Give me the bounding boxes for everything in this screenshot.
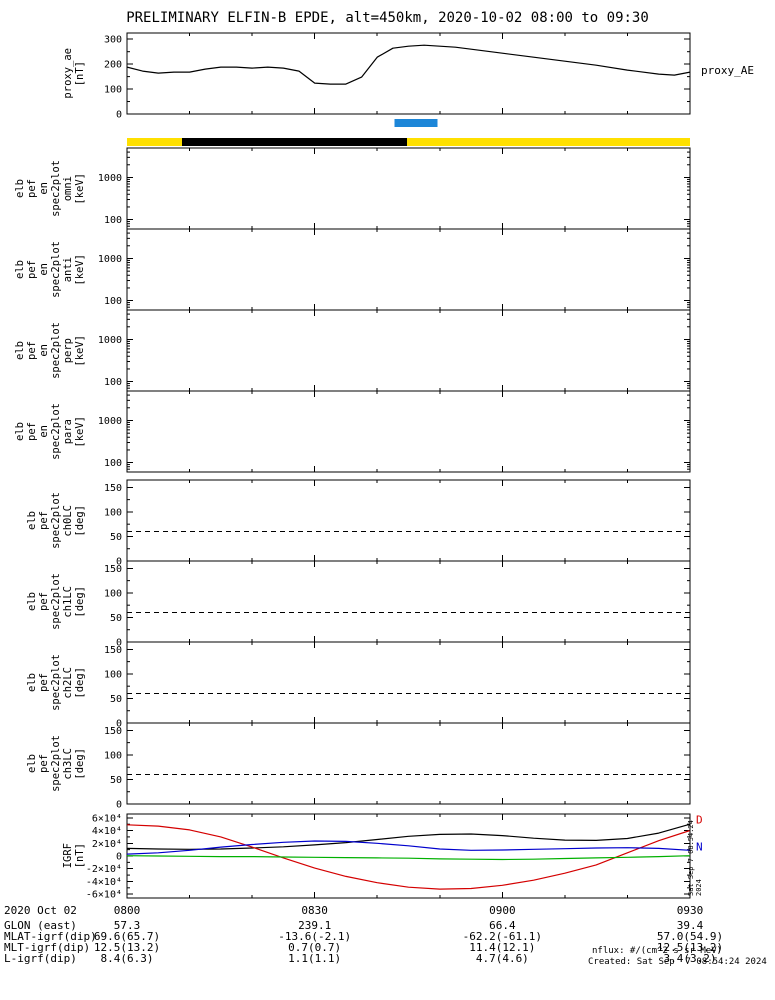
series-label-D: D [696, 814, 703, 827]
y-tick-label: 100 [104, 507, 122, 518]
y-tick-label: 6×10⁴ [92, 813, 122, 824]
y-tick-label: 100 [104, 377, 122, 388]
y-tick-label: 100 [104, 215, 122, 226]
y-tick-label: 2×10⁴ [92, 839, 122, 850]
panel-frame [126, 228, 691, 311]
panel-frame [126, 390, 691, 473]
y-tick-label: 50 [110, 613, 122, 624]
panel-frame [126, 32, 691, 115]
fast_bar-segment [394, 119, 438, 127]
orbit_bar-segment [182, 138, 408, 146]
y-tick-label: 150 [104, 483, 122, 494]
series-D [126, 824, 691, 890]
series-N [126, 840, 691, 855]
y-tick-label: 150 [104, 645, 122, 656]
panel-lc_ch3: 0 50 100 150 [104, 722, 691, 811]
panel-orbit_bar [127, 138, 690, 146]
panel-lc_ch1: 0 50 100 150 [104, 560, 691, 649]
y-tick-label: 200 [104, 60, 122, 71]
y-tick-label: 1000 [98, 416, 122, 427]
y-tick-label: 100 [104, 458, 122, 469]
y-tick-label: -2×10⁴ [86, 864, 122, 875]
y-tick-label: 50 [110, 532, 122, 543]
y-tick-label: 300 [104, 35, 122, 46]
panel-spec_perp: 100 1000 [98, 309, 691, 392]
y-tick-label: 0 [116, 719, 122, 730]
y-tick-label: 100 [104, 85, 122, 96]
panel-frame [126, 479, 691, 562]
y-tick-label: 0 [116, 852, 122, 863]
series-label-N: N [696, 840, 703, 853]
panel-spec_anti: 100 1000 [98, 228, 691, 311]
panel-frame [126, 641, 691, 724]
panel-lc_ch2: 0 50 100 150 [104, 641, 691, 730]
y-tick-label: 0 [116, 800, 122, 811]
panel-lc_ch0: 0 50 100 150 [104, 479, 691, 568]
panel-frame [126, 560, 691, 643]
plot-title: PRELIMINARY ELFIN-B EPDE, alt=450km, 202… [126, 10, 649, 26]
series-E [126, 855, 691, 861]
y-tick-label: 1000 [98, 254, 122, 265]
y-tick-label: -6×10⁴ [86, 890, 122, 901]
y-tick-label: 50 [110, 775, 122, 786]
y-tick-label: 100 [104, 750, 122, 761]
y-tick-label: 100 [104, 669, 122, 680]
series-black [126, 823, 691, 850]
y-tick-label: 0 [116, 638, 122, 649]
y-tick-label: 1000 [98, 335, 122, 346]
y-tick-label: 100 [104, 588, 122, 599]
y-tick-label: -4×10⁴ [86, 877, 122, 888]
y-tick-label: 100 [104, 296, 122, 307]
y-tick-label: 0 [116, 557, 122, 568]
panel-frame [126, 309, 691, 392]
panel-frame [126, 722, 691, 805]
y-tick-label: 50 [110, 694, 122, 705]
panel-spec_omni: 100 1000 [98, 147, 691, 230]
panel-frame [126, 147, 691, 230]
panel-spec_para: 100 1000 [98, 390, 691, 473]
orbit_bar-segment [407, 138, 690, 146]
panel-fast_bar [394, 119, 438, 127]
y-tick-label: 4×10⁴ [92, 826, 122, 837]
series-proxy_AE [126, 44, 691, 85]
y-tick-label: 1000 [98, 173, 122, 184]
y-tick-label: 150 [104, 726, 122, 737]
panel-proxy_ae: 0 100 200 300 [104, 32, 691, 121]
y-tick-label: 0 [116, 110, 122, 121]
y-tick-label: 150 [104, 564, 122, 575]
orbit_bar-segment [127, 138, 183, 146]
